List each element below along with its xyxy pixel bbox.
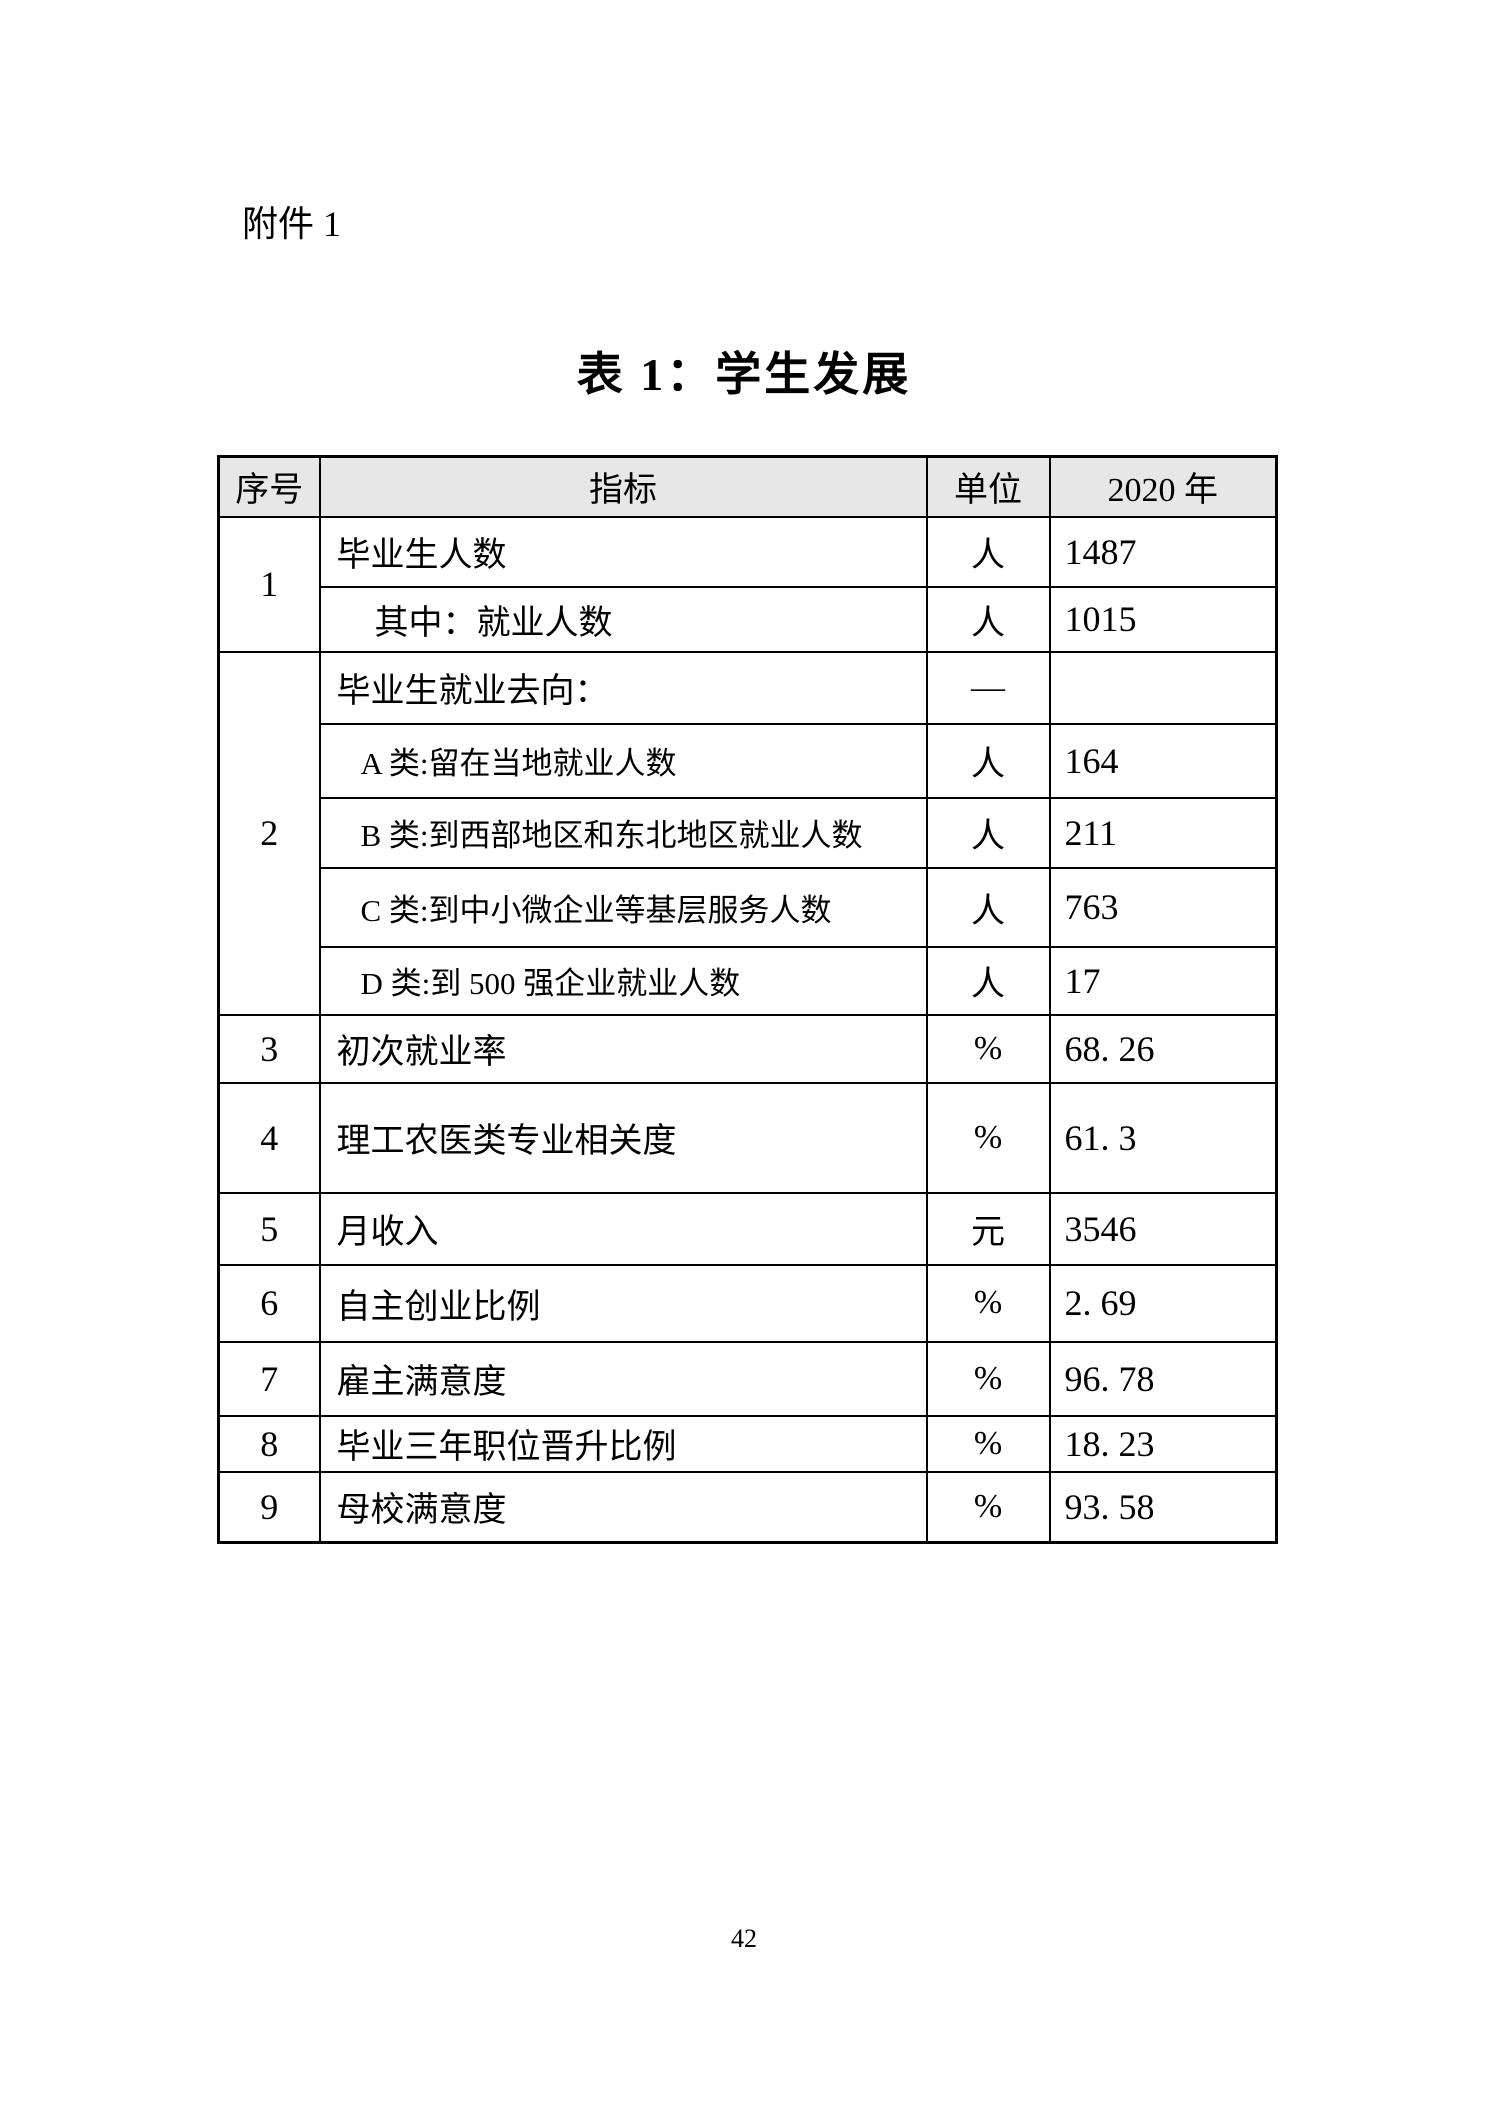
value-cell: 93. 58 bbox=[1048, 1470, 1278, 1544]
unit-cell: % bbox=[925, 1470, 1051, 1544]
value-cell: 211 bbox=[1048, 796, 1278, 869]
indicator-cell: 毕业三年职位晋升比例 bbox=[318, 1414, 928, 1473]
row-number-cell: 8 bbox=[217, 1414, 321, 1473]
table-row: 9 母校满意度% 93. 58 bbox=[217, 1470, 1278, 1544]
indicator-cell: 雇主满意度 bbox=[318, 1340, 928, 1417]
table-header: 序号 指标 单位 2020 年 bbox=[217, 455, 1278, 518]
indicator-cell: A 类:留在当地就业人数 bbox=[318, 722, 928, 799]
unit-cell: 人 bbox=[925, 945, 1051, 1016]
table-row: A 类:留在当地就业人数人 164 bbox=[219, 722, 1278, 799]
value-cell: 1487 bbox=[1048, 515, 1278, 588]
student-development-table: 序号 指标 单位 2020 年 1 毕业生人数人 1487 其中：就业人数人 1015 2… bbox=[217, 455, 1278, 1544]
value-cell: 1015 bbox=[1048, 585, 1278, 653]
value-cell: 96. 78 bbox=[1048, 1340, 1278, 1417]
unit-cell: 人 bbox=[925, 796, 1051, 869]
table-row: B 类:到西部地区和东北地区就业人数人 211 bbox=[219, 796, 1278, 869]
row-number-cell: 3 bbox=[217, 1013, 321, 1084]
value-cell: 68. 26 bbox=[1048, 1013, 1278, 1084]
indicator-cell: 理工农医类专业相关度 bbox=[318, 1081, 928, 1194]
unit-cell: 人 bbox=[925, 722, 1051, 799]
unit-cell: 元 bbox=[925, 1191, 1051, 1266]
value-cell: 61. 3 bbox=[1048, 1081, 1278, 1194]
table-row: C 类:到中小微企业等基层服务人数人 763 bbox=[219, 866, 1278, 948]
indicator-cell: D 类:到 500 强企业就业人数 bbox=[318, 945, 928, 1016]
attachment-label: 附件 1 bbox=[242, 204, 342, 244]
indicator-cell: C 类:到中小微企业等基层服务人数 bbox=[318, 866, 928, 948]
unit-cell: % bbox=[925, 1340, 1051, 1417]
header-cell-year: 2020 年 bbox=[1048, 455, 1278, 518]
indicator-cell: 月收入 bbox=[318, 1191, 928, 1266]
indicator-cell: 自主创业比例 bbox=[318, 1263, 928, 1343]
indicator-cell: 初次就业率 bbox=[318, 1013, 928, 1084]
table-row: 6 自主创业比例% 2. 69 bbox=[217, 1263, 1278, 1343]
table-row: 1 毕业生人数人 1487 bbox=[217, 515, 1278, 653]
page-number: 42 bbox=[731, 1924, 757, 1953]
unit-cell: % bbox=[925, 1081, 1051, 1194]
table-row: 8 毕业三年职位晋升比例% 18. 23 bbox=[217, 1414, 1278, 1473]
header-cell-indicator: 指标 bbox=[318, 455, 928, 518]
row-number-cell: 2 bbox=[217, 650, 321, 1016]
row-number-cell: 9 bbox=[217, 1470, 321, 1544]
indicator-cell: 毕业生就业去向： bbox=[318, 650, 928, 725]
unit-cell: % bbox=[925, 1263, 1051, 1343]
indicator-cell: 母校满意度 bbox=[318, 1470, 928, 1544]
table-row: 其中：就业人数人 1015 bbox=[219, 585, 1278, 653]
header-cell-unit: 单位 bbox=[925, 455, 1051, 518]
table-row: 5 月收入元 3546 bbox=[217, 1191, 1278, 1266]
value-cell: 3546 bbox=[1048, 1191, 1278, 1266]
indicator-cell: B 类:到西部地区和东北地区就业人数 bbox=[318, 796, 928, 869]
value-cell bbox=[1048, 650, 1278, 725]
unit-cell: % bbox=[925, 1013, 1051, 1084]
page-title: 表 1：学生发展 bbox=[576, 349, 912, 400]
row-number-cell: 4 bbox=[217, 1081, 321, 1194]
row-number-cell: 6 bbox=[217, 1263, 321, 1343]
table-body: 1 毕业生人数人 1487 其中：就业人数人 1015 2 毕业生就业去向： — A 类:留在当… bbox=[217, 515, 1278, 1544]
row-number-cell: 7 bbox=[217, 1340, 321, 1417]
unit-cell: — bbox=[925, 650, 1051, 725]
row-number-cell: 5 bbox=[217, 1191, 321, 1266]
value-cell: 17 bbox=[1048, 945, 1278, 1016]
unit-cell: 人 bbox=[925, 515, 1051, 588]
unit-cell: 人 bbox=[925, 866, 1051, 948]
table-row: 3 初次就业率% 68. 26 bbox=[217, 1013, 1278, 1084]
value-cell: 2. 69 bbox=[1048, 1263, 1278, 1343]
row-number-cell: 1 bbox=[217, 515, 321, 653]
table-row: 2 毕业生就业去向： — bbox=[217, 650, 1278, 1016]
unit-cell: % bbox=[925, 1414, 1051, 1473]
value-cell: 18. 23 bbox=[1048, 1414, 1278, 1473]
indicator-cell: 毕业生人数 bbox=[318, 515, 928, 588]
indicator-cell: 其中：就业人数 bbox=[318, 585, 928, 653]
table-container: 序号 指标 单位 2020 年 1 毕业生人数人 1487 其中：就业人数人 1015 2… bbox=[217, 455, 1278, 1544]
unit-cell: 人 bbox=[925, 585, 1051, 653]
table-row: 4 理工农医类专业相关度% 61. 3 bbox=[217, 1081, 1278, 1194]
header-row: 序号 指标 单位 2020 年 bbox=[217, 455, 1278, 518]
value-cell: 164 bbox=[1048, 722, 1278, 799]
table-row: D 类:到 500 强企业就业人数人 17 bbox=[219, 945, 1278, 1016]
table-row: 7 雇主满意度% 96. 78 bbox=[217, 1340, 1278, 1417]
header-cell-serial: 序号 bbox=[217, 455, 321, 518]
value-cell: 763 bbox=[1048, 866, 1278, 948]
